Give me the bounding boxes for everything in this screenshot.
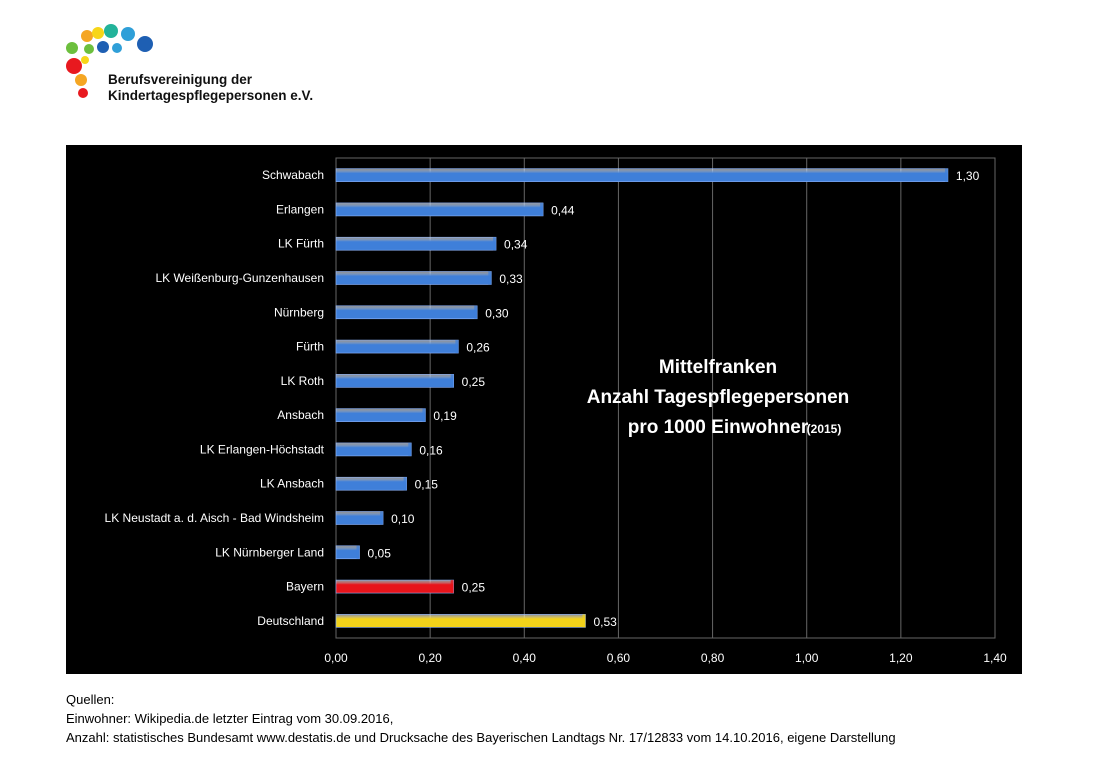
value-label: 0,16 [419, 443, 443, 457]
chart-title-line: pro 1000 Einwohner [628, 417, 809, 438]
bar [335, 408, 426, 422]
logo-dot [78, 88, 88, 98]
logo-dot [97, 41, 109, 53]
bar-end-cap [493, 237, 497, 251]
value-label: 0,34 [504, 238, 528, 252]
sources-block: Quellen: Einwohner: Wikipedia.de letzter… [66, 690, 896, 747]
bar [335, 614, 586, 628]
bar [335, 579, 454, 594]
category-label: Ansbach [277, 408, 324, 422]
x-tick-label: 0,60 [607, 651, 631, 665]
category-label: Fürth [296, 340, 324, 354]
value-label: 0,05 [368, 546, 392, 560]
logo-dot [66, 58, 82, 74]
logo-dots-icon [66, 24, 153, 98]
category-label: Nürnberg [274, 305, 324, 319]
category-label: LK Erlangen-Höchstadt [200, 442, 325, 456]
sources-line-population: Einwohner: Wikipedia.de letzter Eintrag … [66, 711, 394, 726]
category-label: LK Ansbach [260, 477, 324, 491]
value-label: 1,30 [956, 169, 980, 183]
value-label: 0,26 [466, 341, 490, 355]
logo-dot [84, 44, 94, 54]
logo-dot [66, 42, 78, 54]
x-tick-label: 0,80 [701, 651, 725, 665]
x-tick-label: 1,00 [795, 651, 819, 665]
value-label: 0,30 [485, 306, 509, 320]
x-tick-label: 0,00 [324, 651, 348, 665]
bar [335, 168, 949, 182]
value-label: 0,25 [462, 581, 486, 595]
logo-dot [137, 36, 153, 52]
chart-canvas: 0,00 0,20 0,40 0,60 0,80 1,00 1,20 1,40 Schwabac… [105, 157, 1007, 665]
logo-dot [112, 43, 122, 53]
x-tick-label: 0,20 [418, 651, 442, 665]
value-label: 0,19 [433, 409, 457, 423]
bar-end-cap [474, 305, 478, 319]
category-label: LK Roth [281, 374, 324, 388]
bar-end-cap [450, 580, 454, 594]
logo-dot [92, 27, 104, 39]
bar-end-cap [582, 614, 586, 628]
bar [335, 339, 459, 354]
bar-end-cap [455, 340, 459, 354]
bar [335, 305, 478, 320]
chart-title-line: Anzahl Tagespflegepersonen [587, 387, 850, 408]
category-label: Erlangen [276, 202, 324, 216]
value-label: 0,10 [391, 512, 415, 526]
category-label: Deutschland [257, 614, 324, 628]
bar-end-cap [422, 408, 426, 422]
value-label: 0,15 [415, 478, 439, 492]
logo-text-line1: Berufsvereinigung der [108, 72, 253, 87]
value-label: 0,44 [551, 203, 575, 217]
chart-title-year: (2015) [807, 422, 842, 436]
sources-line-count: Anzahl: statistisches Bundesamt www.dest… [66, 730, 896, 745]
bar [335, 374, 454, 388]
logo-text-line2: Kindertagespflegepersonen e.V. [108, 88, 314, 103]
bar-end-cap [408, 442, 412, 456]
organization-logo: Berufsvereinigung der Kindertagespflegep… [62, 24, 362, 108]
x-tick-label: 1,40 [983, 651, 1007, 665]
category-label: LK Neustadt a. d. Aisch - Bad Windsheim [105, 511, 324, 525]
bar [335, 271, 492, 285]
value-label: 0,33 [499, 272, 523, 286]
bar-end-cap [403, 477, 407, 491]
category-label: Schwabach [262, 168, 324, 182]
bar [335, 236, 497, 251]
logo-dot [75, 74, 87, 86]
category-label: LK Nürnberger Land [215, 545, 324, 559]
logo-dot [81, 30, 93, 42]
bar-end-cap [488, 271, 492, 285]
category-label: LK Fürth [278, 237, 324, 251]
bar-end-cap [540, 202, 544, 216]
bar-end-cap [450, 374, 454, 388]
bar [335, 511, 384, 525]
chart-title-line: Mittelfranken [659, 357, 777, 378]
bar-end-cap [380, 511, 384, 525]
bar-end-cap [356, 545, 360, 559]
logo-dot [121, 27, 135, 41]
logo-dot [81, 56, 89, 64]
bar-end-cap [944, 168, 948, 182]
x-tick-label: 1,20 [889, 651, 913, 665]
bar [335, 442, 412, 457]
bar [335, 202, 544, 217]
bar [335, 476, 407, 491]
value-label: 0,53 [593, 615, 617, 629]
bar [335, 545, 360, 560]
category-label: Bayern [286, 580, 324, 594]
logo-dot [104, 24, 118, 38]
category-label: LK Weißenburg-Gunzenhausen [155, 271, 324, 285]
x-tick-label: 0,40 [513, 651, 537, 665]
value-label: 0,25 [462, 375, 486, 389]
sources-heading: Quellen: [66, 692, 115, 707]
bar-chart: 0,00 0,20 0,40 0,60 0,80 1,00 1,20 1,40 Schwabac… [66, 145, 1022, 674]
